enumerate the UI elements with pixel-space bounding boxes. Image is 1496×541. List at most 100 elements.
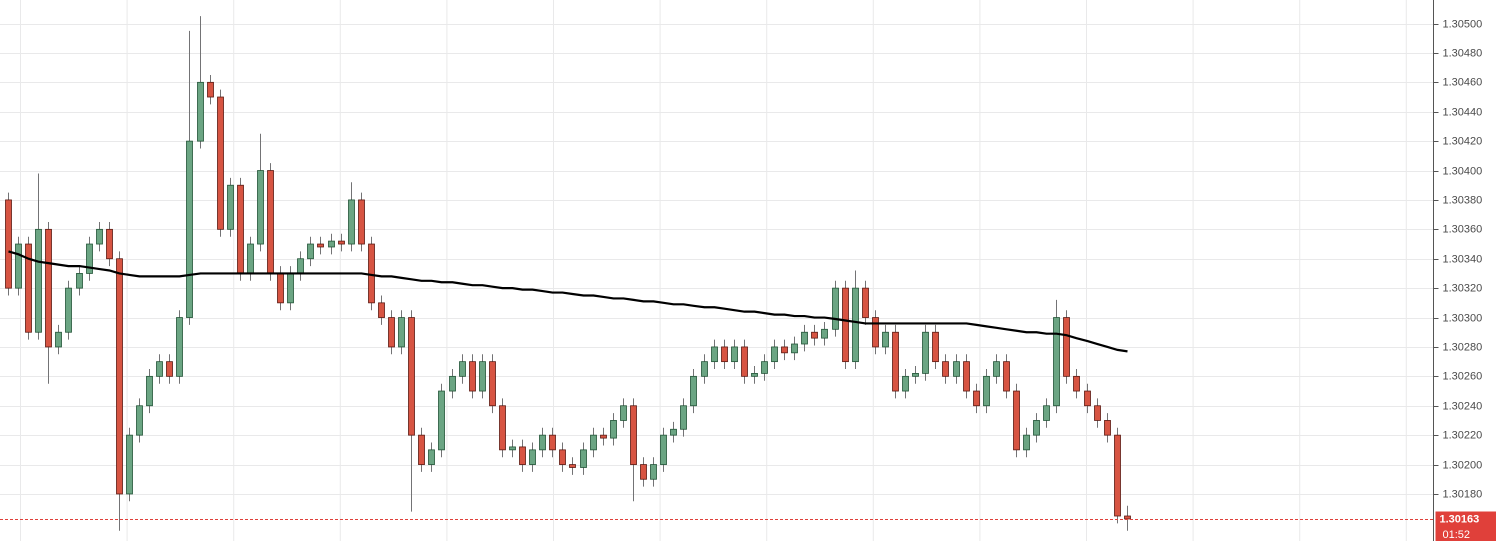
candle-body: [237, 184, 244, 274]
y-tick-label: 1.30200: [1443, 459, 1483, 471]
candle-body: [1013, 390, 1020, 451]
candle-body: [711, 346, 718, 363]
candle-body: [96, 228, 103, 245]
candle-body: [217, 96, 224, 230]
candle-body: [368, 243, 375, 304]
candle-body: [65, 287, 72, 333]
candle-body: [620, 405, 627, 421]
candle-body: [197, 81, 204, 142]
candle-body: [297, 258, 304, 274]
candle-body: [449, 375, 456, 392]
candle-body: [307, 243, 314, 260]
candle-body: [781, 346, 788, 354]
candle-body: [912, 373, 919, 377]
last-price-label: 1.30163: [1440, 513, 1480, 525]
candle-body: [15, 243, 22, 289]
candle-body: [650, 464, 657, 480]
candle-body: [35, 228, 42, 333]
candle-body: [328, 240, 335, 248]
y-tick-label: 1.30500: [1443, 18, 1483, 30]
candle-body: [761, 361, 768, 374]
candle-body: [862, 287, 869, 318]
candle-body: [942, 361, 949, 377]
candle-body: [670, 428, 677, 436]
candle-body: [529, 449, 536, 465]
candle-body: [116, 258, 123, 495]
candle-body: [1033, 420, 1040, 436]
candle-body: [428, 449, 435, 465]
candle-body: [106, 228, 113, 260]
plot-area: [0, 16, 1434, 531]
candle-body: [317, 243, 324, 248]
y-tick-label: 1.30380: [1443, 194, 1483, 206]
candle-body: [690, 375, 697, 407]
candle-body: [721, 346, 728, 363]
candle-body: [418, 434, 425, 465]
y-tick-label: 1.30440: [1443, 106, 1483, 118]
candle-body: [146, 375, 153, 407]
candle-body: [821, 328, 828, 339]
candle-body: [1023, 434, 1030, 451]
candle-body: [590, 434, 597, 451]
last-price-box: [1435, 511, 1496, 528]
candle-body: [509, 446, 516, 451]
candle-body: [580, 449, 587, 468]
candle-body: [55, 331, 62, 348]
candle-body: [358, 199, 365, 245]
candle-body: [791, 343, 798, 354]
candle-body: [882, 331, 889, 348]
candle-body: [1094, 405, 1101, 421]
candle-body: [771, 346, 778, 363]
candle-body: [892, 331, 899, 392]
candle-body: [408, 317, 415, 436]
candle-body: [842, 287, 849, 363]
candle-body: [630, 405, 637, 465]
candle-body: [963, 361, 970, 392]
candle-body: [469, 361, 476, 392]
y-tick-label: 1.30320: [1443, 282, 1483, 294]
y-tick-label: 1.30460: [1443, 76, 1483, 88]
candle-body: [902, 375, 909, 392]
candle-body: [640, 464, 647, 480]
y-tick-label: 1.30400: [1443, 165, 1483, 177]
candle-body: [680, 405, 687, 430]
candle-body: [852, 287, 859, 363]
candle-body: [1063, 317, 1070, 377]
candle-body: [378, 302, 385, 318]
candle-body: [600, 434, 607, 439]
candle-body: [156, 361, 163, 377]
y-tick-label: 1.30260: [1443, 370, 1483, 382]
candle-body: [973, 390, 980, 407]
candle-body: [731, 346, 738, 363]
candle-body: [741, 346, 748, 377]
candle-body: [751, 373, 758, 377]
candle-body: [227, 184, 234, 230]
y-tick-label: 1.30480: [1443, 47, 1483, 59]
candle-body: [549, 434, 556, 451]
candle-body: [1003, 361, 1010, 392]
candle-body: [388, 317, 395, 348]
candle-body: [459, 361, 466, 377]
candle-body: [76, 273, 83, 289]
candle-body: [953, 361, 960, 377]
candle-body: [539, 434, 546, 451]
y-tick-label: 1.30180: [1443, 488, 1483, 500]
candle-body: [267, 170, 274, 274]
candle-body: [186, 140, 193, 318]
candle-body: [499, 405, 506, 451]
candle-body: [25, 243, 32, 333]
candle-body: [983, 375, 990, 407]
candle-body: [86, 243, 93, 274]
candle-body: [1124, 515, 1131, 520]
candle-body: [45, 228, 52, 348]
candle-body: [993, 361, 1000, 377]
candle-body: [257, 170, 264, 245]
candle-body: [1073, 375, 1080, 392]
candle-body: [801, 331, 808, 345]
candle-body: [338, 240, 345, 245]
y-tick-label: 1.30340: [1443, 253, 1483, 265]
candle-body: [247, 243, 254, 274]
candle-body: [287, 273, 294, 304]
candle-body: [5, 199, 12, 289]
